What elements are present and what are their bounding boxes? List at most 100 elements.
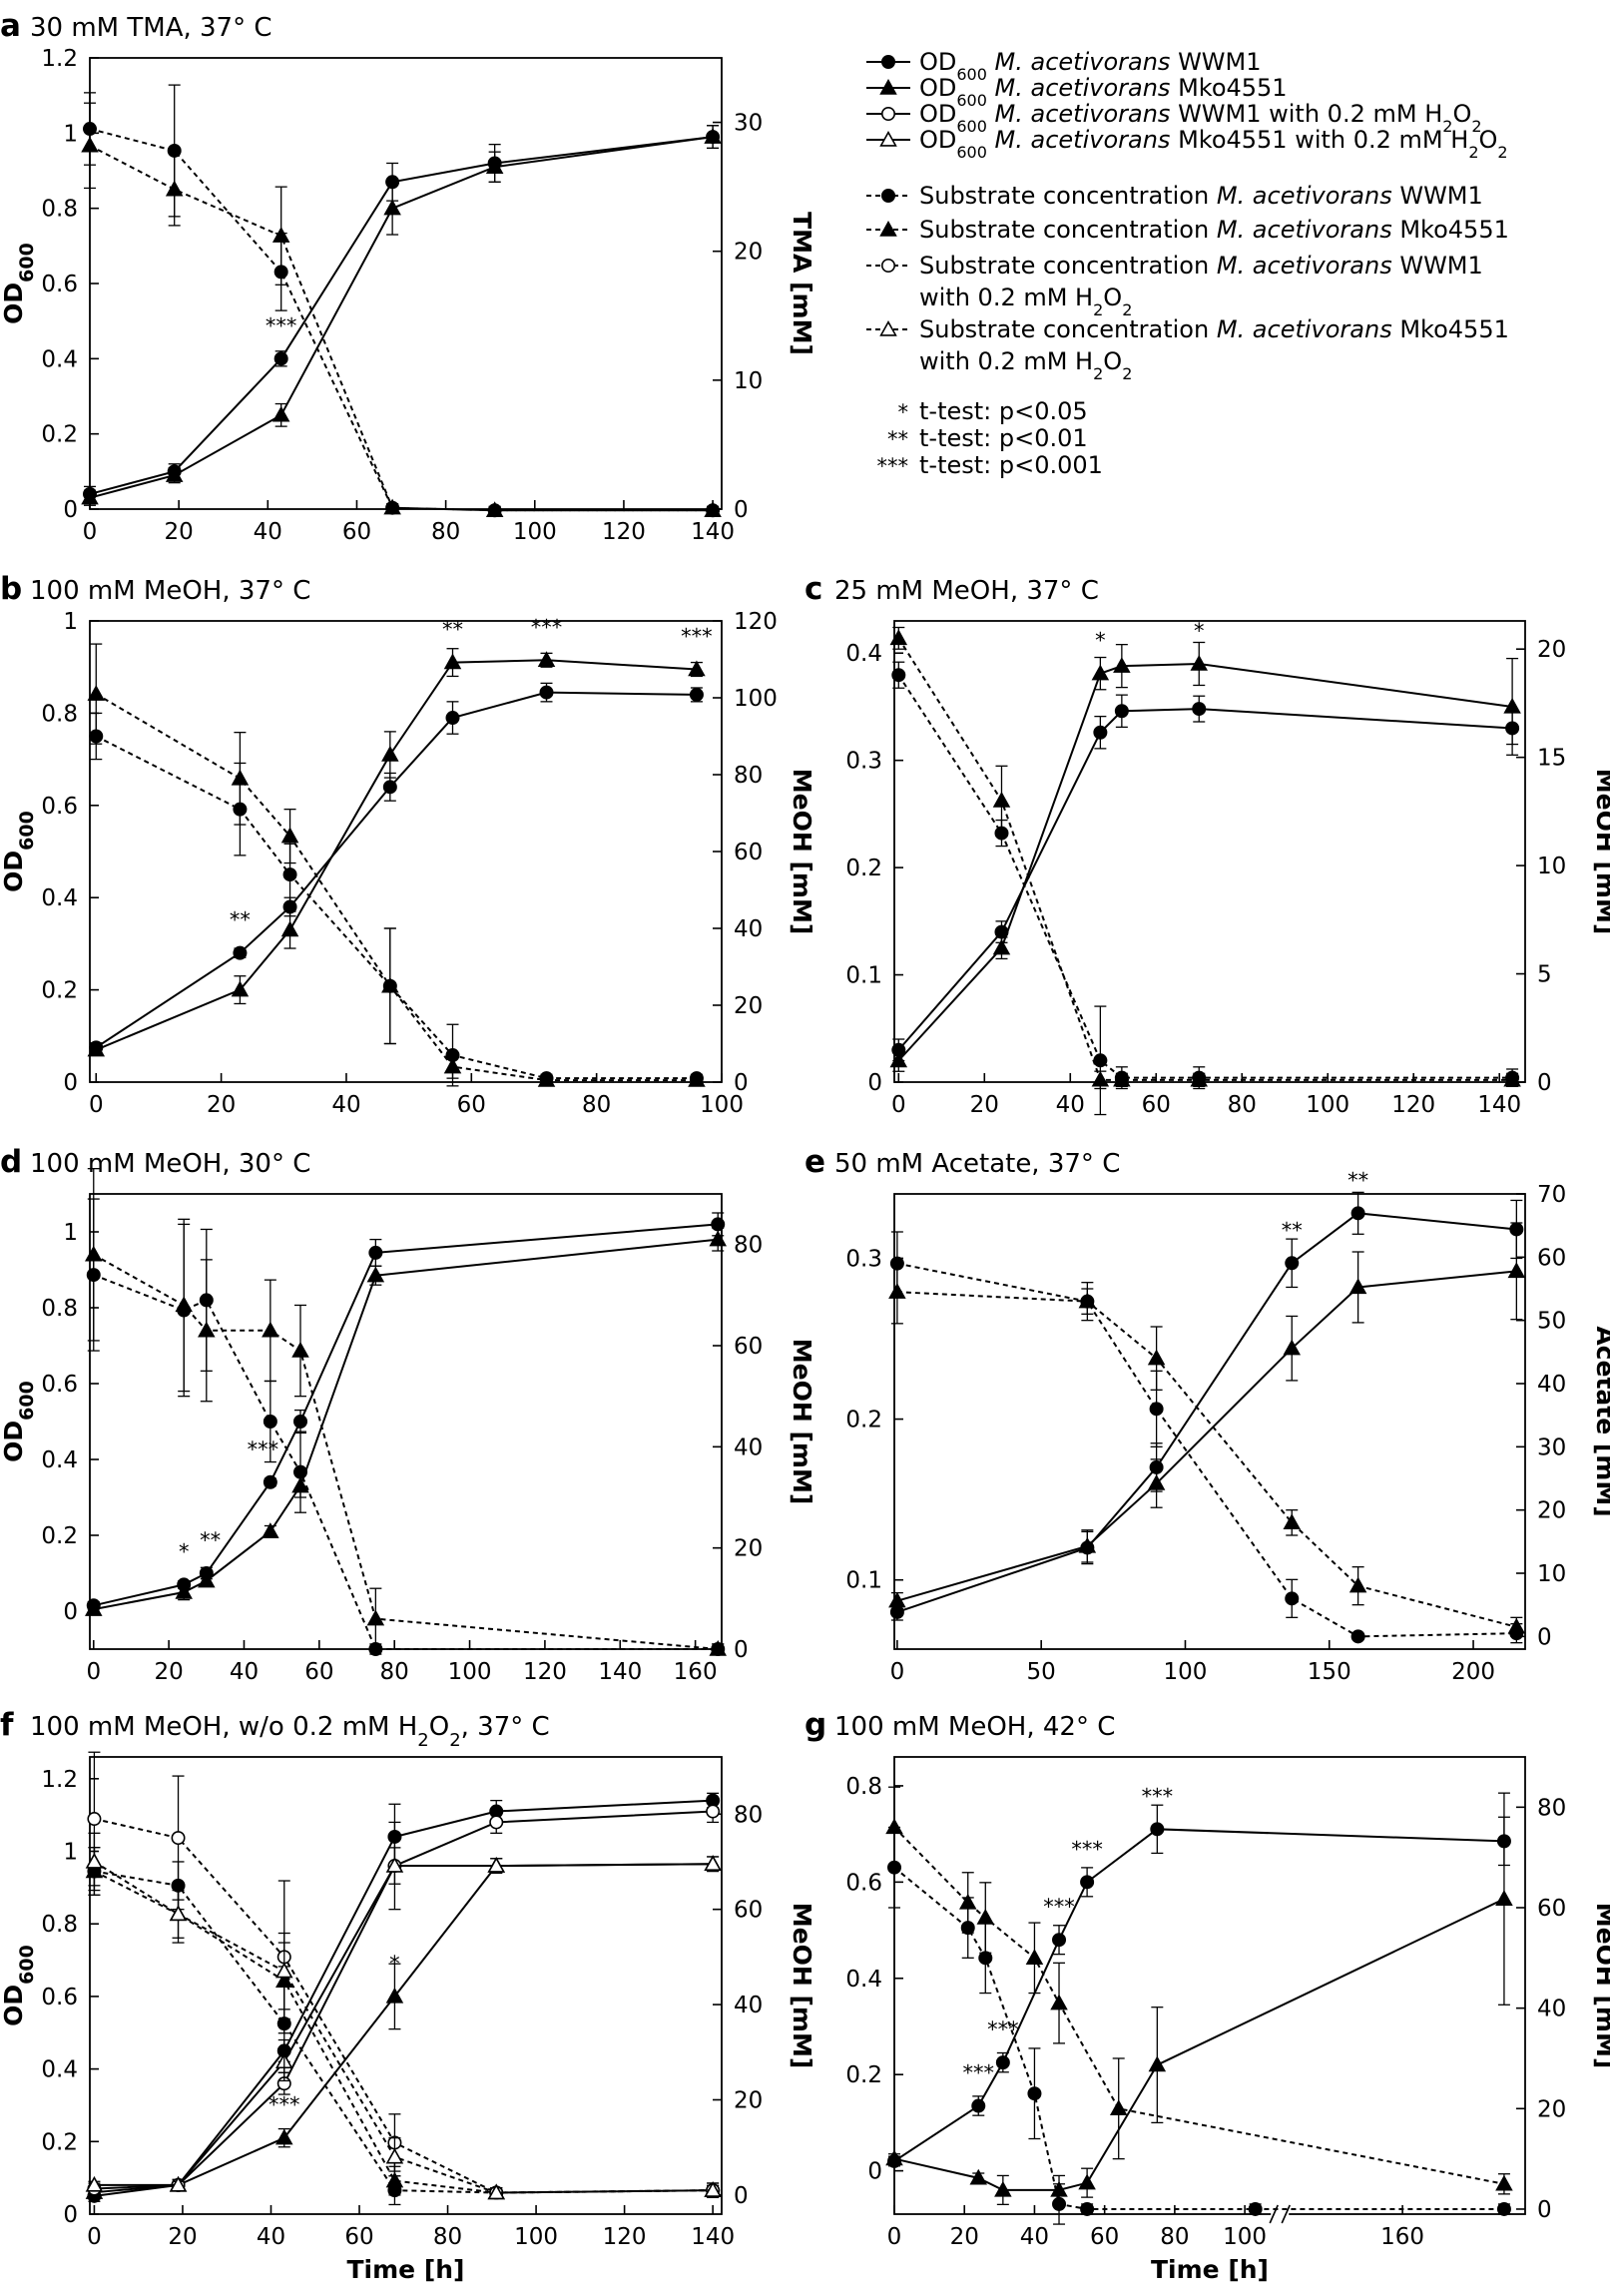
legend-label: Substrate concentration M. acetivorans W… xyxy=(919,182,1483,210)
legend-marker xyxy=(880,107,895,122)
y-right-tick-label: 60 xyxy=(1537,1245,1566,1271)
y-left-tick-label: 0.6 xyxy=(41,272,78,297)
series-od-0 xyxy=(891,694,1520,1062)
data-point xyxy=(1052,2196,1067,2211)
legend-marker xyxy=(879,220,897,237)
x-tick-label: 50 xyxy=(1027,1659,1056,1685)
series-od-1 xyxy=(888,1222,1526,1610)
data-point xyxy=(198,1321,216,1338)
data-point xyxy=(1091,664,1110,681)
y-left-tick-label: 0.2 xyxy=(41,422,78,448)
y-left-axis-label: OD600 xyxy=(0,1381,38,1462)
legend-significance-2: ** t-test: p<0.01 xyxy=(887,424,1088,452)
series-od-1 xyxy=(889,641,1521,1072)
data-point xyxy=(689,687,704,702)
plot-frame xyxy=(89,57,723,510)
series-substrate-2 xyxy=(886,1826,1511,2225)
legend-label: Substrate concentration M. acetivorans M… xyxy=(919,216,1509,244)
data-point xyxy=(262,1522,279,1538)
y-left-tick-label: 0 xyxy=(63,2202,78,2228)
data-point xyxy=(271,227,290,243)
data-point xyxy=(969,2168,988,2185)
x-tick-label: 200 xyxy=(1451,1659,1495,1685)
series-line xyxy=(89,136,714,495)
series-line xyxy=(896,1212,1517,1613)
data-point xyxy=(704,1855,722,1871)
legend-od-mko4551-h2o2: OD600 M. acetivorans Mko4551 with 0.2 mM… xyxy=(866,126,1508,162)
legend-label: OD600 M. acetivorans Mko4551 with 0.2 mM… xyxy=(919,126,1508,162)
data-point xyxy=(263,1474,277,1489)
data-point xyxy=(485,158,504,174)
y-right-tick-label: 10 xyxy=(734,368,763,394)
y-left-tick-label: 0.8 xyxy=(41,1296,78,1322)
series-line xyxy=(893,1828,1504,2162)
significance-marker: * xyxy=(1095,629,1106,653)
series-line xyxy=(893,1826,1505,2185)
data-point xyxy=(368,1245,383,1260)
data-point xyxy=(1285,1256,1300,1271)
y-left-tick-label: 0 xyxy=(63,1599,78,1625)
y-right-tick-label: 40 xyxy=(734,1993,763,2018)
y-right-tick-label: 30 xyxy=(1537,1435,1566,1460)
x-axis-label: Time [h] xyxy=(1151,2255,1269,2284)
data-point xyxy=(280,827,299,844)
legend-marker xyxy=(880,258,895,273)
y-right-tick-label: 100 xyxy=(734,686,778,712)
y-left-tick-label: 1 xyxy=(63,609,78,635)
data-point xyxy=(171,1831,186,1846)
y-right-tick-label: 80 xyxy=(734,1233,763,1259)
y-left-tick-label: 0.8 xyxy=(41,1912,78,1938)
series-line xyxy=(89,136,714,499)
data-point xyxy=(1507,1617,1526,1634)
data-point xyxy=(175,1296,193,1313)
data-point xyxy=(888,1591,906,1608)
x-tick-label: 100 xyxy=(1223,2224,1267,2250)
series-line xyxy=(896,1262,1517,1638)
x-tick-label: 20 xyxy=(154,1659,183,1685)
data-point xyxy=(1348,1278,1367,1295)
x-tick-label: 140 xyxy=(691,519,735,545)
series-substrate-3 xyxy=(81,102,722,518)
series-line xyxy=(93,1861,714,2194)
x-tick-label: 0 xyxy=(87,2224,102,2250)
data-point xyxy=(275,1962,293,1979)
panel-title: 100 mM MeOH, 37° C xyxy=(30,576,310,606)
legend-substrate-wwm1: Substrate concentration M. acetivorans W… xyxy=(866,182,1483,210)
data-point xyxy=(81,136,99,153)
legend-marker xyxy=(879,130,897,147)
y-right-tick-label: 0 xyxy=(1537,1070,1552,1096)
data-point xyxy=(487,1857,506,1873)
data-point xyxy=(231,980,250,997)
data-point xyxy=(1109,2099,1128,2116)
series-substrate-3 xyxy=(85,1168,727,1656)
y-right-tick-label: 120 xyxy=(734,609,778,635)
data-point xyxy=(485,501,504,518)
legend-label: OD600 M. acetivorans WWM1 xyxy=(919,48,1262,84)
data-point xyxy=(1192,702,1207,717)
x-tick-label: 20 xyxy=(207,1092,236,1118)
y-left-tick-label: 0.4 xyxy=(845,641,882,667)
legend-od-mko4551: OD600 M. acetivorans Mko4551 xyxy=(866,74,1288,110)
y-left-tick-label: 0.4 xyxy=(845,1967,882,1993)
panel-letter: c xyxy=(805,571,822,607)
x-tick-label: 0 xyxy=(891,1092,906,1118)
plot-frame xyxy=(893,1756,1526,2215)
data-point xyxy=(992,938,1011,955)
y-left-tick-label: 0.6 xyxy=(41,1985,78,2010)
y-right-tick-label: 0 xyxy=(734,1637,749,1663)
data-point xyxy=(366,1609,385,1626)
data-point xyxy=(1248,2201,1263,2216)
x-tick-label: 100 xyxy=(448,1659,492,1685)
x-tick-label: 0 xyxy=(887,2224,902,2250)
y-left-tick-label: 0.2 xyxy=(41,2129,78,2155)
data-point xyxy=(1148,2055,1167,2072)
y-right-tick-label: 10 xyxy=(1537,1561,1566,1587)
y-left-axis-label: OD600 xyxy=(0,243,38,324)
panel-title: 100 mM MeOH, 30° C xyxy=(30,1149,310,1179)
series-line xyxy=(94,1799,714,2197)
significance-marker: * xyxy=(179,1539,190,1563)
data-point xyxy=(1149,1402,1164,1417)
legend-marker xyxy=(879,319,897,336)
data-point xyxy=(539,685,554,700)
